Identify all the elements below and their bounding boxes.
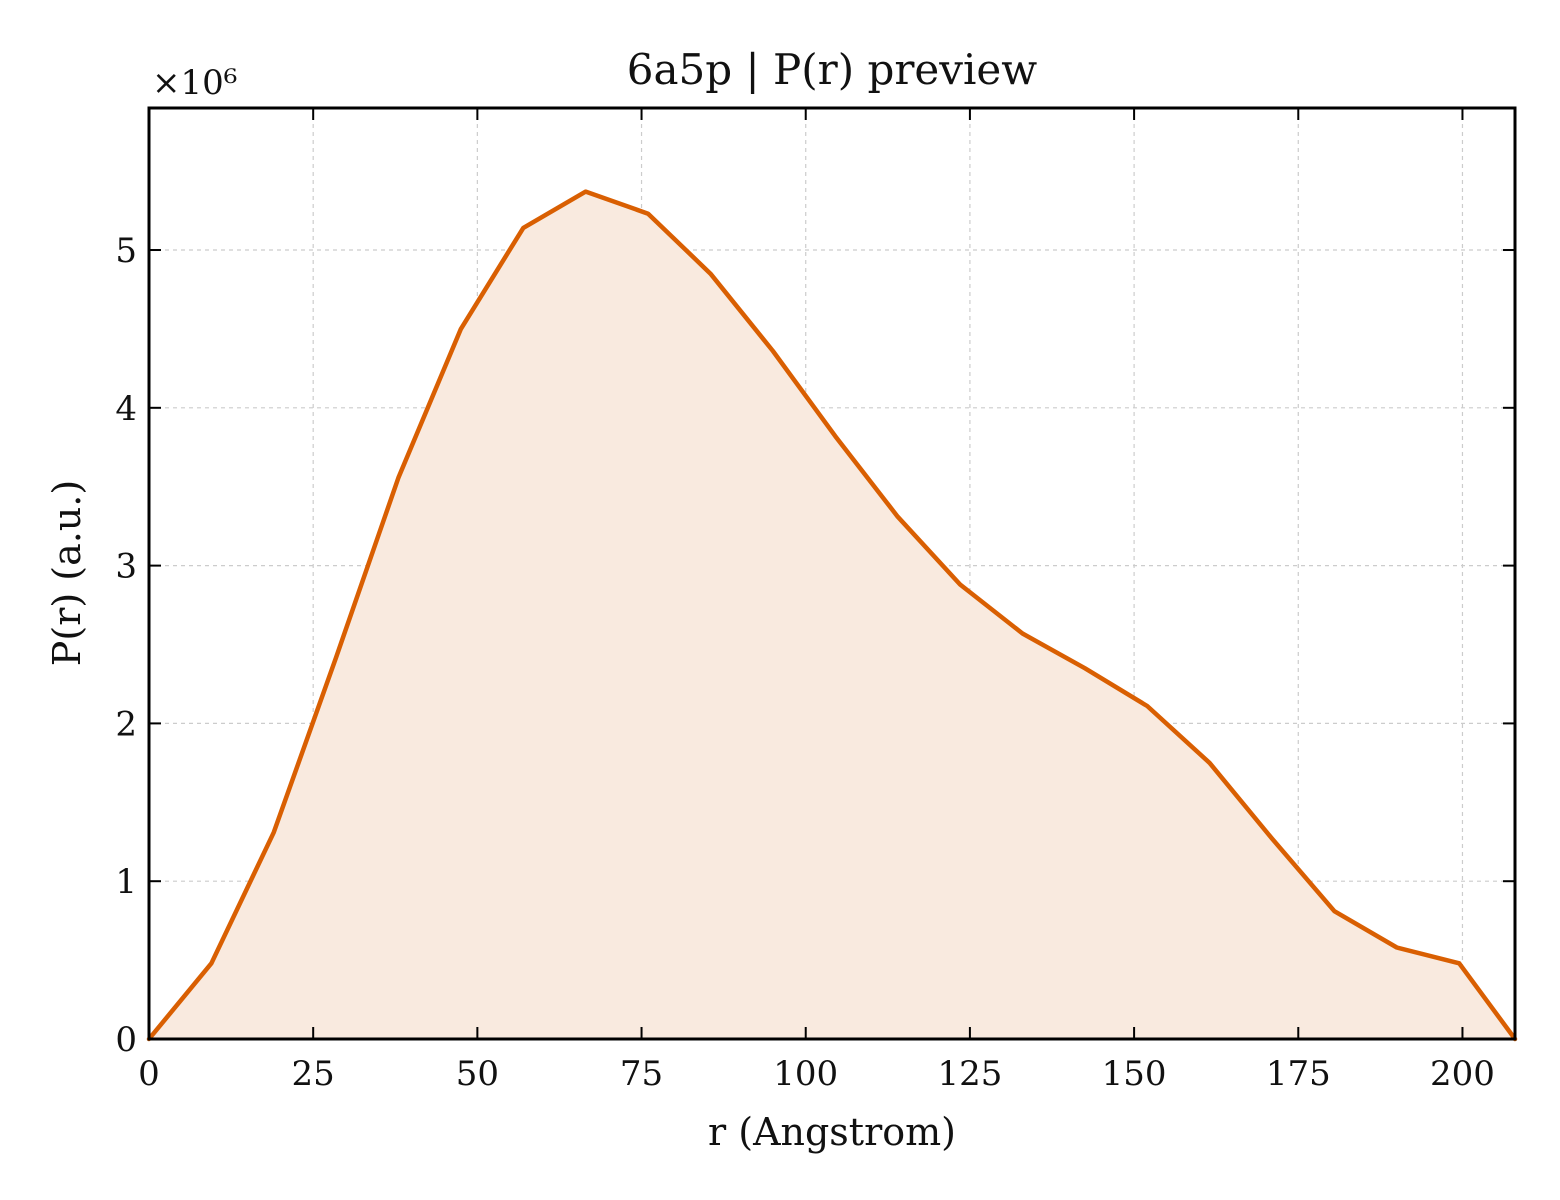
x-tick-label: 0 (138, 1054, 160, 1094)
y-tick-label: 1 (115, 862, 137, 902)
x-tick-label: 50 (456, 1054, 499, 1094)
area-fill (149, 191, 1515, 1040)
y-axis-title: P(r) (a.u.) (45, 480, 89, 666)
x-tick-label: 25 (292, 1054, 335, 1094)
x-tick-label: 100 (773, 1054, 838, 1094)
x-tick-label: 175 (1266, 1054, 1331, 1094)
plot-frame (147, 106, 1517, 1041)
y-tick-label: 3 (115, 547, 137, 587)
y-tick-label: 4 (115, 389, 137, 429)
y-scale-label: ×10⁶ (152, 63, 237, 103)
y-tick-label: 5 (115, 231, 137, 271)
y-tick-label: 2 (115, 704, 137, 744)
chart-title: 6a5p | P(r) preview (627, 45, 1038, 94)
x-tick-label: 150 (1102, 1054, 1167, 1094)
x-axis-title: r (Angstrom) (708, 1110, 956, 1154)
x-tick-label: 200 (1430, 1054, 1495, 1094)
y-tick-label: 0 (115, 1020, 137, 1060)
x-tick-label: 125 (937, 1054, 1002, 1094)
x-tick-label: 75 (620, 1054, 663, 1094)
series-line (146, 189, 1518, 1042)
